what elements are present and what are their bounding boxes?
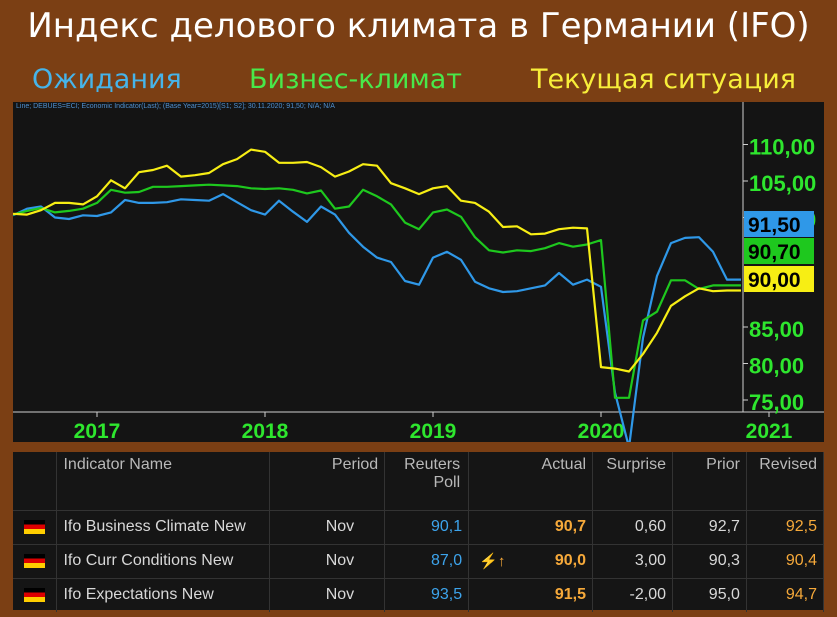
- header-actual[interactable]: Actual: [468, 452, 594, 510]
- header-indicator[interactable]: Indicator Name: [56, 452, 271, 510]
- last-value-label: 91,50: [748, 214, 801, 237]
- page-title: Индекс делового климата в Германии (IFO): [27, 6, 810, 46]
- poll-cell: 90,1: [384, 509, 470, 544]
- series-line-1: [13, 192, 741, 442]
- actual-cell: ⚡↑ 90,0: [468, 543, 594, 578]
- x-tick-label: 2020: [578, 420, 625, 442]
- surprise-cell: -2,00: [592, 577, 673, 612]
- header-revised[interactable]: Revised: [746, 452, 825, 510]
- table-row[interactable]: Ifo Business Climate New Nov 90,1 90,7 0…: [13, 509, 825, 544]
- series-line-2: [13, 183, 741, 399]
- poll-cell: 93,5: [384, 577, 470, 612]
- last-value-badge: [744, 266, 814, 292]
- header-prior[interactable]: Prior: [672, 452, 747, 510]
- legend-current-situation: Текущая ситуация: [531, 64, 797, 95]
- table-row[interactable]: Ifo Expectations New Nov 93,5 91,5 -2,00…: [13, 577, 825, 612]
- header-poll[interactable]: Reuters Poll: [384, 452, 470, 510]
- prior-cell: 92,7: [672, 509, 747, 544]
- last-value-label: 90,70: [748, 241, 801, 264]
- germany-flag-icon: [24, 519, 46, 534]
- x-tick-label: 2017: [74, 420, 121, 442]
- prior-cell: 95,0: [672, 577, 747, 612]
- actual-cell: 91,5: [468, 577, 594, 612]
- last-value-badge: [744, 238, 814, 264]
- x-tick-label: 2018: [242, 420, 289, 442]
- y-tick-label: 80,00: [749, 354, 804, 379]
- indicator-name: Ifo Curr Conditions New: [56, 543, 271, 578]
- revised-cell: 92,5: [746, 509, 825, 544]
- x-tick-label: 2021: [746, 420, 793, 442]
- indicator-table-panel: Indicator Name Period Reuters Poll Actua…: [13, 452, 825, 612]
- x-tick-label: 2019: [410, 420, 457, 442]
- germany-flag-icon: [24, 587, 46, 602]
- poll-cell: 87,0: [384, 543, 470, 578]
- flag-header: [13, 452, 58, 510]
- revised-cell: 94,7: [746, 577, 825, 612]
- prior-cell: 90,3: [672, 543, 747, 578]
- indicator-name: Ifo Business Climate New: [56, 509, 271, 544]
- germany-flag-icon: [24, 553, 46, 568]
- chart-panel: 110,00105,00100,0085,0080,0075,002017201…: [13, 102, 824, 442]
- y-tick-label: 85,00: [749, 317, 804, 342]
- period-cell: Nov: [269, 543, 386, 578]
- last-value-label: 90,00: [748, 269, 801, 292]
- indicator-table: Indicator Name Period Reuters Poll Actua…: [13, 452, 825, 612]
- y-tick-label: 105,00: [749, 171, 816, 196]
- line-chart: 110,00105,00100,0085,0080,0075,002017201…: [13, 102, 824, 442]
- header-period[interactable]: Period: [269, 452, 386, 510]
- table-row[interactable]: Ifo Curr Conditions New Nov 87,0 ⚡↑ 90,0 …: [13, 543, 825, 578]
- chart-info-text: Line; DEBUES=ECI; Economic Indicator(Las…: [16, 103, 335, 110]
- revised-cell: 90,4: [746, 543, 825, 578]
- legend-business-climate: Бизнес-климат: [249, 64, 463, 95]
- actual-cell: 90,7: [468, 509, 594, 544]
- surprise-cell: 0,60: [592, 509, 673, 544]
- period-cell: Nov: [269, 577, 386, 612]
- y-tick-label: 75,00: [749, 390, 804, 415]
- legend-expectations: Ожидания: [32, 64, 182, 95]
- indicator-name: Ifo Expectations New: [56, 577, 271, 612]
- alert-bolt-icon[interactable]: ⚡↑: [479, 553, 506, 570]
- period-cell: Nov: [269, 509, 386, 544]
- surprise-cell: 3,00: [592, 543, 673, 578]
- last-value-badge: [744, 211, 814, 237]
- table-header-row: Indicator Name Period Reuters Poll Actua…: [13, 452, 825, 510]
- header-surprise[interactable]: Surprise: [592, 452, 673, 510]
- y-tick-label: 110,00: [749, 135, 815, 160]
- series-line-3: [13, 148, 741, 373]
